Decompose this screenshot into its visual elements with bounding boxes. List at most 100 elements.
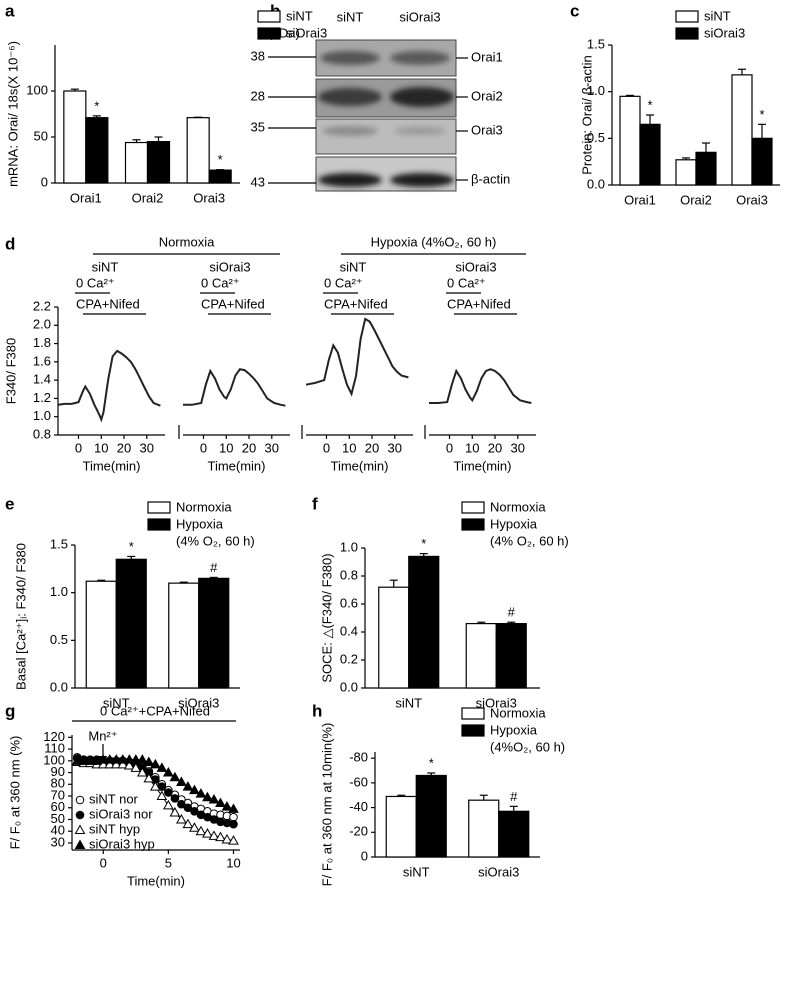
- condition: CPA+Nifed: [76, 296, 140, 311]
- x-axis-label: Time(min): [453, 458, 511, 473]
- legend-note: (4% O₂, 60 h): [176, 533, 255, 548]
- x-tick-label: 10: [94, 440, 108, 455]
- x-tick-label: 30: [511, 440, 525, 455]
- bar: [695, 151, 717, 186]
- marker: [176, 813, 187, 824]
- marker: [84, 755, 96, 765]
- marker: [104, 754, 116, 764]
- legend-swatch: [257, 10, 281, 23]
- y-tick-label: -80: [349, 750, 368, 765]
- blot-bands: [318, 51, 454, 187]
- y-tick-label: 80: [51, 776, 65, 791]
- marker: [202, 828, 213, 838]
- marker: [182, 781, 194, 791]
- bar: [408, 555, 440, 689]
- bar: [675, 159, 697, 186]
- legend-swatch: [461, 707, 485, 720]
- legend-label: siNT nor: [89, 791, 139, 806]
- trace-name: siNT: [340, 259, 367, 274]
- bar: [168, 582, 200, 689]
- panel-label: c: [570, 1, 579, 20]
- marker: [117, 754, 129, 764]
- y-tick-label: 1.2: [33, 390, 51, 405]
- y-tick-label: 0.0: [50, 679, 68, 694]
- marker: [190, 806, 199, 816]
- marker: [143, 772, 155, 783]
- legend-marker: [75, 810, 85, 820]
- y-tick-label: 120: [43, 729, 65, 744]
- legend-swatch: [461, 501, 485, 514]
- y-axis-label: F/ F₀ at 360 nm at 10min(%): [319, 723, 334, 887]
- significance: #: [210, 560, 218, 575]
- legend-label: siOrai3: [704, 25, 745, 40]
- blot-label: Orai1: [471, 49, 503, 64]
- panel-label: d: [5, 234, 15, 253]
- x-tick-label: Orai3: [193, 190, 225, 205]
- bar: [378, 586, 410, 689]
- y-tick-label: 2.2: [33, 298, 51, 313]
- annotation: 0 Ca²⁺+CPA+Nifed: [100, 703, 210, 718]
- legend-label: Hypoxia: [490, 722, 538, 737]
- bar: [85, 580, 117, 689]
- kda: 43: [251, 174, 265, 189]
- marker: [130, 762, 142, 772]
- panel-label: a: [5, 1, 15, 20]
- y-tick-label: 0.5: [50, 632, 68, 647]
- bar: [468, 799, 500, 858]
- legend-swatch: [675, 10, 699, 23]
- legend-label: siNT: [286, 8, 313, 23]
- y-tick-label: 100: [26, 82, 48, 97]
- legend-label: siNT hyp: [89, 821, 140, 836]
- bar: [495, 622, 527, 689]
- marker: [164, 788, 173, 797]
- legend-label: siOrai3: [286, 25, 327, 40]
- y-tick-label: 0.8: [33, 426, 51, 441]
- marker: [228, 803, 239, 813]
- legend-label: siOrai3 nor: [89, 806, 153, 821]
- y-axis-label: F/ F₀ at 360 nm (%): [7, 736, 22, 850]
- marker: [117, 758, 129, 769]
- y-tick-label: 0.4: [340, 623, 358, 638]
- legend-label: Hypoxia: [490, 516, 538, 531]
- trace: [429, 368, 532, 404]
- x-tick-label: Orai1: [624, 192, 656, 207]
- significance: *: [759, 107, 764, 122]
- panel-label: f: [312, 494, 318, 513]
- y-tick-label: 110: [44, 741, 65, 756]
- y-axis-label: mRNA: Orai/ 18s(X 10⁻⁶): [5, 41, 20, 187]
- bar: [465, 622, 497, 689]
- y-tick-label: 1.5: [50, 536, 68, 551]
- y-tick-label: -60: [349, 774, 368, 789]
- x-tick-label: siNT: [103, 695, 130, 710]
- panel-label: g: [5, 701, 15, 720]
- marker: [71, 755, 83, 765]
- marker: [169, 771, 181, 782]
- marker: [170, 794, 180, 803]
- legend-swatch: [675, 27, 699, 40]
- significance: *: [94, 98, 99, 113]
- marker: [169, 806, 181, 817]
- bar: [198, 577, 230, 689]
- y-tick-label: 1.6: [33, 353, 51, 368]
- marker: [136, 767, 148, 777]
- blot-label: Orai2: [471, 88, 503, 103]
- y-tick-label: 50: [34, 128, 48, 143]
- bar: [751, 137, 773, 186]
- marker: [176, 776, 187, 786]
- significance: #: [510, 789, 518, 804]
- kda: 35: [251, 119, 265, 134]
- bar: [731, 74, 753, 186]
- marker: [189, 822, 200, 832]
- bar: [85, 117, 109, 184]
- blot-strip: [315, 118, 457, 155]
- x-tick-label: siNT: [403, 864, 430, 879]
- y-axis-label: Basal [Ca²⁺]ᵢ: F340/ F380: [13, 543, 28, 690]
- x-tick-label: 20: [117, 440, 131, 455]
- x-axis-label: Time(min): [207, 458, 265, 473]
- marker: [149, 781, 161, 791]
- marker: [208, 830, 220, 840]
- y-tick-label: 40: [51, 823, 65, 838]
- x-tick-label: 30: [140, 440, 154, 455]
- kda: 28: [251, 88, 265, 103]
